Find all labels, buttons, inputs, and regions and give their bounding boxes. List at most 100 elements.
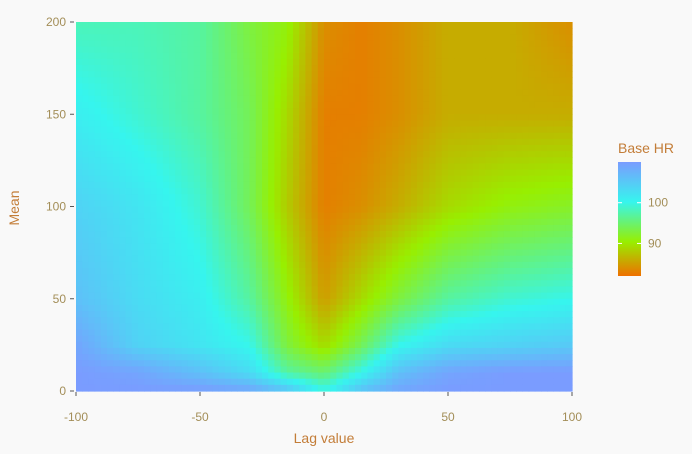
heat-cell [404,366,412,374]
heat-cell [472,329,480,337]
heat-cell [293,224,300,232]
heat-cell [348,341,356,349]
heat-cell [175,194,182,201]
heat-cell [156,22,164,29]
heat-cell [224,255,232,263]
heat-cell [206,341,213,349]
heat-cell [88,194,96,201]
heat-cell [404,304,412,312]
heat-cell [119,298,127,306]
heat-cell [181,22,189,29]
heat-cell [460,77,468,85]
heat-cell [373,317,381,324]
heat-cell [503,46,511,54]
heat-cell [404,329,412,337]
heat-cell [262,46,269,54]
heat-cell [547,65,554,72]
heat-cell [392,354,399,361]
heat-cell [187,200,195,208]
heat-cell [479,58,486,66]
heat-cell [274,181,282,189]
heat-cell [193,347,201,355]
heat-cell [373,212,381,220]
heat-cell [547,114,554,121]
heat-cell [516,145,523,152]
heat-cell [274,46,282,54]
heat-cell [522,286,530,294]
heat-cell [373,114,381,121]
heat-cell [503,169,511,177]
heat-cell [454,378,461,386]
heat-cell [565,157,573,165]
heat-cell [392,89,399,97]
heat-cell [187,71,195,78]
heat-cell [417,175,424,183]
heat-cell [144,317,151,324]
heat-cell [441,384,449,392]
heat-cell [466,261,474,269]
heat-cell [497,261,505,269]
heat-cell [441,224,449,232]
heat-cell [423,194,430,201]
heat-cell [268,317,275,324]
heat-cell [249,83,257,91]
heat-cell [249,347,257,355]
heat-cell [255,175,263,183]
heat-cell [441,28,449,35]
heat-cell [156,292,164,300]
heat-cell [491,181,499,189]
heat-cell [169,200,176,208]
heat-cell [268,298,275,306]
heat-cell [336,181,344,189]
heat-cell [224,323,232,331]
heat-cell [348,360,356,367]
heat-cell [125,335,133,343]
heat-cell [342,372,350,380]
heat-cell [125,384,133,392]
heat-cell [404,194,412,201]
heat-cell [479,286,486,294]
heat-cell [541,157,548,165]
heat-cell [479,65,486,72]
heat-cell [311,298,319,306]
heat-cell [373,384,381,392]
heat-cell [386,347,393,355]
heat-cell [187,347,195,355]
heat-cell [355,384,362,392]
heat-cell [541,83,548,91]
heat-cell [262,255,269,263]
heat-cell [398,384,406,392]
heat-cell [435,95,443,103]
heat-cell [373,237,381,244]
heat-cell [448,218,455,226]
heat-cell [361,218,368,226]
heat-cell [113,268,120,275]
heat-cell [336,268,344,275]
heat-cell [231,169,238,177]
heat-cell [466,194,474,201]
heat-cell [218,255,226,263]
heat-cell [553,200,561,208]
heat-cell [386,71,393,78]
heat-cell [206,34,213,42]
heat-cell [169,163,176,171]
heat-cell [417,114,424,121]
heat-cell [491,384,499,392]
heat-cell [503,347,511,355]
heat-cell [324,194,331,201]
heat-cell [144,280,151,288]
heat-cell [522,46,530,54]
heat-cell [175,347,182,355]
heat-cell [522,218,530,226]
heat-cell [472,317,480,324]
heat-cell [88,317,96,324]
heat-cell [193,237,201,244]
heat-cell [342,132,350,140]
heat-cell [404,237,412,244]
heat-cell [206,95,213,103]
heat-cell [454,329,461,337]
heat-cell [553,261,561,269]
heat-cell [200,71,207,78]
heat-cell [262,237,269,244]
heat-cell [435,224,443,232]
